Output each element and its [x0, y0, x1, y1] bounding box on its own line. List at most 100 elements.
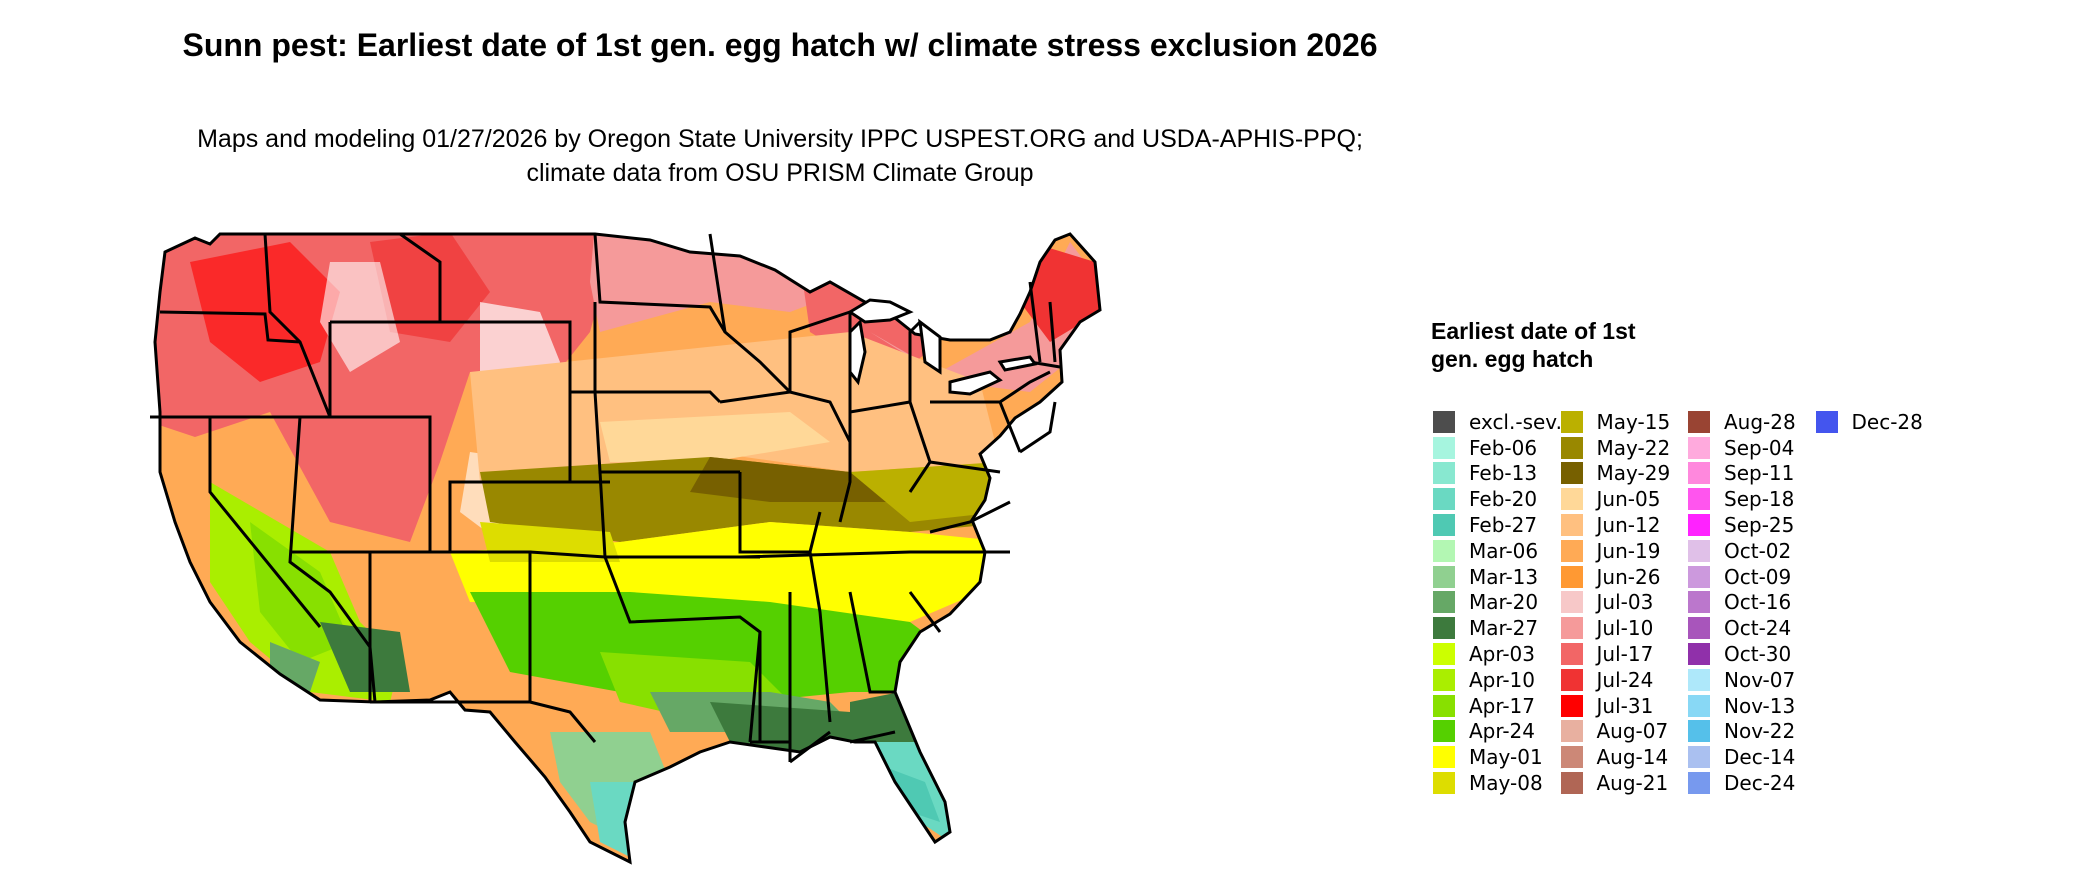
legend-item: Nov-07 — [1688, 667, 1816, 693]
legend-label: Oct-09 — [1724, 564, 1792, 589]
legend-item: Jul-31 — [1560, 693, 1689, 719]
legend-label: Jul-31 — [1596, 693, 1654, 718]
legend-label: Mar-20 — [1469, 590, 1539, 615]
legend-label: Oct-24 — [1724, 616, 1792, 641]
legend-label: Aug-07 — [1596, 719, 1669, 744]
legend-label: Aug-28 — [1724, 409, 1796, 434]
legend-swatch — [1560, 539, 1583, 562]
legend-item: Dec-24 — [1688, 770, 1816, 796]
legend-item: Apr-24 — [1433, 719, 1561, 745]
legend-swatch — [1433, 617, 1455, 640]
legend-label: May-08 — [1469, 771, 1543, 796]
legend-item: Aug-14 — [1560, 744, 1689, 770]
legend-item: Dec-14 — [1688, 744, 1816, 770]
legend-item: Mar-20 — [1433, 590, 1561, 616]
legend-item: Oct-24 — [1688, 615, 1816, 641]
legend-label: Mar-06 — [1469, 538, 1539, 563]
legend-swatch — [1688, 772, 1710, 795]
legend-swatch — [1688, 462, 1710, 485]
legend-swatch — [1560, 436, 1583, 459]
legend-swatch — [1560, 565, 1583, 588]
legend-swatch — [1688, 746, 1710, 769]
legend-swatch — [1433, 772, 1455, 795]
legend-swatch — [1688, 488, 1710, 511]
legend-label: Sep-25 — [1724, 513, 1795, 538]
legend-swatch — [1560, 668, 1583, 691]
legend-item: excl.-sev. — [1433, 409, 1562, 435]
legend-item: Aug-28 — [1688, 409, 1816, 435]
legend-item: Nov-22 — [1688, 719, 1816, 745]
legend-label: May-01 — [1469, 745, 1543, 770]
legend-item: May-29 — [1560, 461, 1689, 487]
legend-swatch — [1688, 643, 1710, 666]
legend: excl.-sev. Feb-06 Feb-13 Feb-20 Feb-27 Mar-06… — [1433, 409, 1943, 796]
legend-item: Oct-09 — [1688, 564, 1816, 590]
legend-label: Mar-13 — [1469, 564, 1539, 589]
legend-label: May-15 — [1596, 409, 1671, 434]
legend-item: Jun-05 — [1560, 486, 1689, 512]
legend-item: Sep-25 — [1688, 512, 1816, 538]
legend-swatch — [1433, 591, 1455, 614]
legend-swatch — [1688, 436, 1710, 459]
legend-swatch — [1560, 410, 1583, 433]
map-title: Sunn pest: Earliest date of 1st gen. egg… — [182, 27, 1378, 63]
map-subtitle: Maps and modeling 01/27/2026 by Oregon S… — [197, 125, 1363, 187]
legend-label: Apr-10 — [1469, 667, 1535, 692]
legend-item: Feb-13 — [1433, 461, 1561, 487]
legend-swatch — [1560, 694, 1583, 717]
legend-item: Jul-24 — [1560, 667, 1689, 693]
legend-label: Jun-26 — [1596, 564, 1661, 589]
legend-label: Dec-28 — [1851, 409, 1923, 434]
legend-label: Jul-17 — [1596, 642, 1654, 667]
legend-swatch — [1688, 514, 1710, 537]
legend-item: May-08 — [1433, 770, 1561, 796]
legend-swatch — [1688, 410, 1710, 433]
legend-label: Aug-21 — [1596, 771, 1669, 796]
legend-label: Feb-27 — [1469, 513, 1538, 538]
legend-swatch — [1433, 514, 1455, 537]
legend-item: Aug-21 — [1560, 770, 1689, 796]
legend-label: Apr-24 — [1469, 719, 1535, 744]
state-borders — [150, 232, 1102, 865]
legend-item: Apr-10 — [1433, 667, 1561, 693]
legend-item: May-22 — [1560, 435, 1689, 461]
legend-swatch — [1688, 668, 1710, 691]
legend-label: Oct-02 — [1724, 538, 1792, 563]
legend-swatch — [1433, 720, 1455, 743]
legend-label: Mar-27 — [1469, 616, 1539, 641]
legend-swatch — [1688, 591, 1710, 614]
legend-swatch — [1433, 746, 1455, 769]
legend-swatch — [1560, 617, 1583, 640]
legend-swatch — [1688, 694, 1710, 717]
legend-swatch — [1560, 720, 1583, 743]
legend-label: Aug-14 — [1596, 745, 1669, 770]
great-lakes — [847, 298, 1038, 396]
legend-item: Jun-26 — [1560, 564, 1689, 590]
legend-swatch — [1433, 565, 1455, 588]
legend-swatch — [1688, 720, 1710, 743]
legend-item: Jul-03 — [1560, 590, 1689, 616]
legend-label: May-22 — [1596, 435, 1671, 460]
legend-item: Oct-16 — [1688, 590, 1816, 616]
legend-swatch — [1433, 488, 1455, 511]
legend-swatch — [1815, 410, 1838, 433]
legend-item: Jun-19 — [1560, 538, 1689, 564]
legend-swatch — [1433, 539, 1455, 562]
legend-item: Jul-10 — [1560, 615, 1689, 641]
legend-item: Sep-04 — [1688, 435, 1816, 461]
legend-swatch — [1688, 617, 1710, 640]
legend-label: Oct-16 — [1724, 590, 1792, 615]
legend-item: Oct-30 — [1688, 641, 1816, 667]
legend-swatch — [1433, 410, 1455, 433]
legend-label: Jul-03 — [1596, 590, 1654, 615]
legend-label: Jun-12 — [1596, 513, 1661, 538]
legend-label: Dec-24 — [1724, 771, 1796, 796]
legend-title: Earliest date of 1st gen. egg hatch — [1431, 318, 1636, 372]
legend-item: Sep-18 — [1688, 486, 1816, 512]
legend-swatch — [1433, 436, 1455, 459]
legend-item: Sep-11 — [1688, 461, 1816, 487]
legend-swatch — [1560, 462, 1583, 485]
legend-label: Feb-06 — [1469, 435, 1538, 460]
legend-item: May-15 — [1560, 409, 1689, 435]
legend-item: Aug-07 — [1560, 719, 1689, 745]
